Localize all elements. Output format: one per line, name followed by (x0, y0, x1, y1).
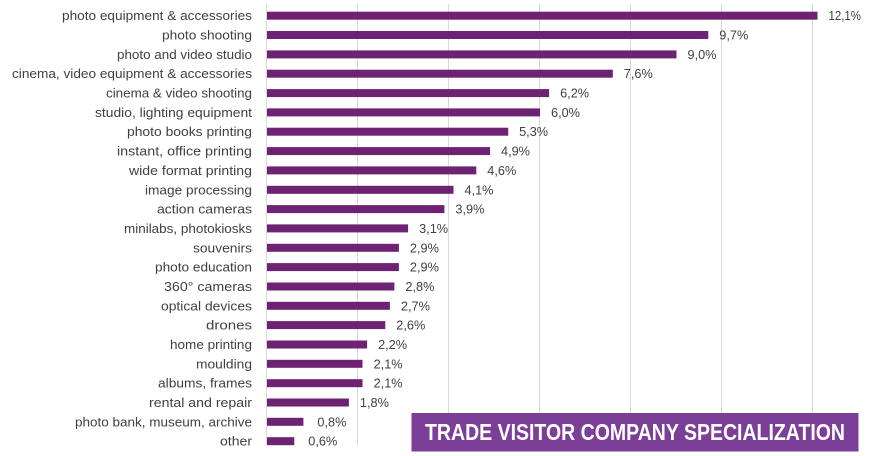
svg-text:albums, frames: albums, frames (158, 376, 253, 391)
svg-text:3,1%: 3,1% (419, 221, 448, 236)
svg-text:wide format printing: wide format printing (128, 163, 252, 178)
svg-text:moulding: moulding (196, 356, 252, 371)
svg-text:2,7%: 2,7% (401, 298, 430, 313)
svg-text:photo education: photo education (155, 260, 252, 275)
svg-text:12,1%: 12,1% (829, 8, 862, 23)
svg-text:photo equipment & accessories: photo equipment & accessories (62, 8, 253, 23)
svg-text:photo and video studio: photo and video studio (117, 47, 252, 62)
svg-text:drones: drones (206, 318, 253, 333)
svg-text:2,9%: 2,9% (410, 260, 439, 275)
svg-text:cinema & video shooting: cinema & video shooting (106, 86, 252, 101)
svg-text:other: other (220, 434, 253, 449)
svg-text:2,2%: 2,2% (378, 337, 407, 352)
svg-text:photo shooting: photo shooting (162, 28, 252, 43)
svg-text:cinema, video equipment & acce: cinema, video equipment & accessories (12, 66, 253, 81)
svg-text:image processing: image processing (145, 182, 252, 197)
svg-text:9,7%: 9,7% (719, 28, 748, 43)
svg-text:instant, office printing: instant, office printing (117, 144, 252, 159)
svg-text:2,1%: 2,1% (374, 356, 403, 371)
svg-text:0,6%: 0,6% (308, 434, 337, 449)
svg-text:5,3%: 5,3% (519, 124, 548, 139)
svg-text:souvenirs: souvenirs (193, 240, 253, 255)
svg-text:TRADE VISITOR COMPANY SPECIALI: TRADE VISITOR COMPANY SPECIALIZATION (425, 419, 845, 445)
svg-text:action cameras: action cameras (157, 202, 253, 217)
svg-text:2,8%: 2,8% (405, 279, 434, 294)
svg-text:3,9%: 3,9% (455, 202, 484, 217)
svg-text:0,8%: 0,8% (317, 414, 346, 429)
svg-text:2,1%: 2,1% (374, 376, 403, 391)
svg-text:4,6%: 4,6% (487, 163, 516, 178)
svg-text:home printing: home printing (170, 337, 252, 352)
svg-text:2,6%: 2,6% (396, 318, 425, 333)
svg-text:optical devices: optical devices (161, 298, 253, 313)
svg-text:rental and repair: rental and repair (149, 395, 253, 410)
svg-text:2,9%: 2,9% (410, 240, 439, 255)
svg-text:1,8%: 1,8% (360, 395, 389, 410)
svg-text:minilabs, photokiosks: minilabs, photokiosks (124, 221, 253, 236)
svg-text:photo bank, museum, archive: photo bank, museum, archive (75, 414, 252, 429)
svg-text:studio, lighting equipment: studio, lighting equipment (95, 105, 252, 120)
svg-text:4,9%: 4,9% (501, 144, 530, 159)
svg-text:9,0%: 9,0% (688, 47, 717, 62)
svg-text:6,0%: 6,0% (551, 105, 580, 120)
svg-text:7,6%: 7,6% (624, 66, 653, 81)
svg-text:4,1%: 4,1% (465, 182, 494, 197)
svg-text:6,2%: 6,2% (560, 86, 589, 101)
svg-text:photo books printing: photo books printing (127, 124, 252, 139)
svg-text:360° cameras: 360° cameras (164, 279, 253, 294)
